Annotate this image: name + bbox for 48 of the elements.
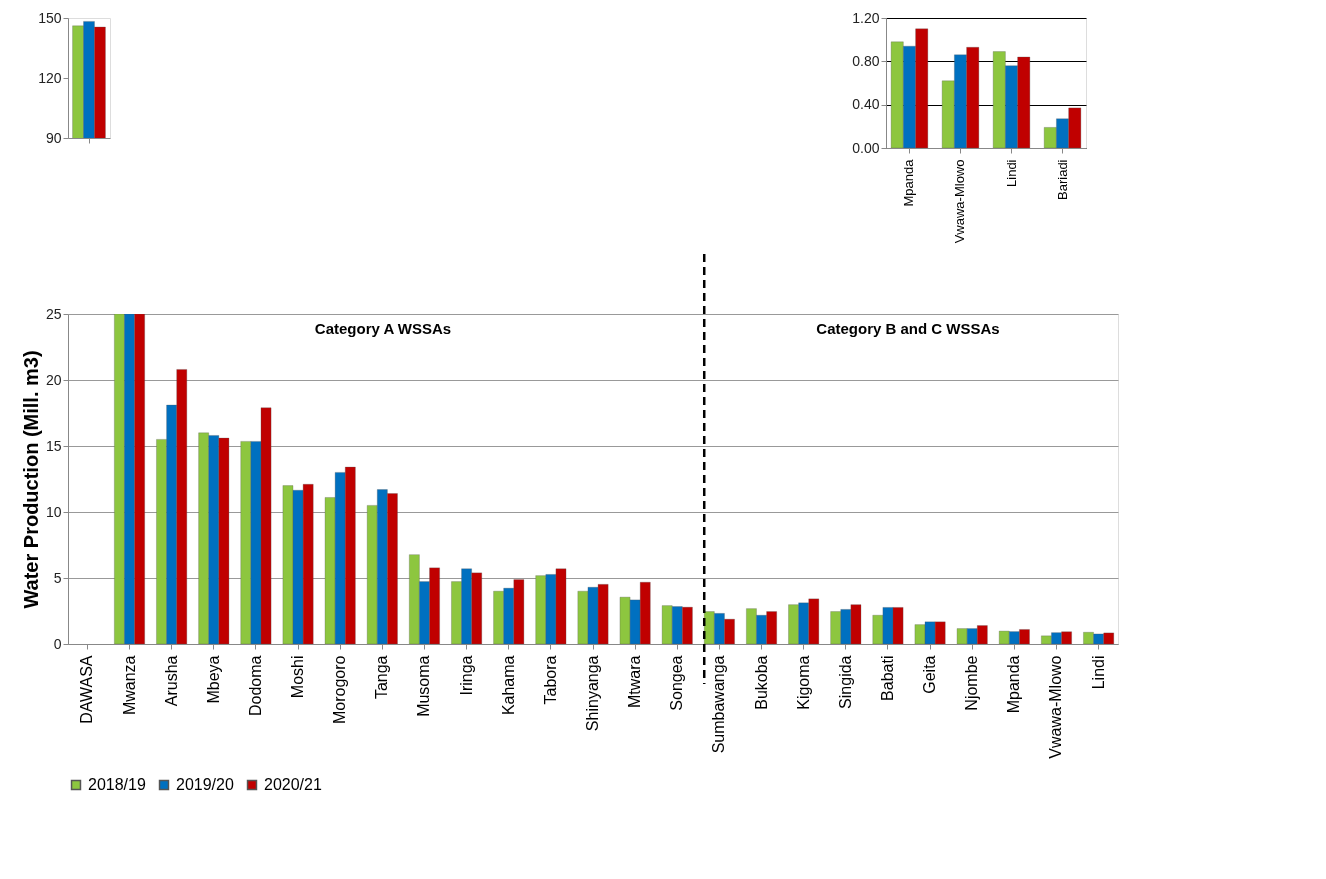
- x-tick-label: Babati: [878, 655, 896, 701]
- x-tick-label: Bukoba: [752, 655, 770, 710]
- legend-label: 2020/21: [264, 776, 322, 793]
- y-tick-label: 25: [45, 305, 62, 322]
- x-tick-label: Vwawa-Mlowo: [952, 159, 968, 244]
- y-tick-label: 0.80: [852, 52, 880, 69]
- x-tick-label: Mpanda: [1005, 655, 1023, 714]
- x-tick-label: Kigoma: [794, 655, 812, 710]
- x-tick-label: Mwanza: [120, 655, 138, 716]
- y-tick-label: 120: [38, 69, 62, 86]
- legend-label: 2018/19: [88, 776, 146, 793]
- x-tick-label: Tanga: [373, 655, 391, 700]
- x-tick-label: Mtwara: [626, 655, 644, 708]
- x-tick-label: Sumbawanga: [710, 655, 728, 754]
- y-tick-label: 20: [45, 371, 62, 388]
- x-tick-label: Dodoma: [246, 655, 264, 716]
- x-tick-label: Mbeya: [204, 655, 222, 704]
- x-tick-label: Shinyanga: [584, 655, 601, 732]
- x-tick-label: Songea: [668, 655, 686, 711]
- x-tick-label: Musoma: [415, 655, 433, 717]
- x-tick-label: Geita: [921, 655, 939, 694]
- y-tick-label: 15: [45, 437, 62, 454]
- x-tick-label: Mpanda: [901, 158, 917, 207]
- x-tick-label: Tabora: [541, 655, 559, 705]
- x-tick-label: Morogoro: [331, 655, 349, 724]
- x-tick-label: DAWASA: [78, 655, 96, 724]
- x-tick-label: Lindi: [1003, 159, 1019, 187]
- annotation: Category B and C WSSAs: [816, 320, 1000, 337]
- legend-label: 2019/20: [176, 776, 234, 793]
- x-tick-label: Lindi: [1089, 655, 1107, 690]
- y-tick-label: 10: [45, 503, 62, 520]
- x-tick-label: Arusha: [162, 655, 180, 707]
- annotation: Category A WSSAs: [314, 320, 452, 337]
- y-tick-label: 5: [53, 569, 62, 586]
- x-tick-label: Vwawa-Mlowo: [1047, 655, 1065, 759]
- y-tick-label: 0.00: [852, 139, 880, 156]
- x-tick-label: Iringa: [457, 655, 475, 696]
- y-tick-label: 90: [45, 129, 62, 146]
- x-tick-label: Moshi: [289, 655, 307, 699]
- y-axis-title: Water Production (Mill. m3): [19, 350, 42, 609]
- y-tick-label: 0.40: [852, 96, 880, 113]
- y-tick-label: 1.20: [852, 9, 880, 26]
- y-tick-label: 0: [53, 635, 62, 652]
- x-tick-label: Kahama: [499, 655, 517, 716]
- x-tick-label: Singida: [836, 655, 854, 709]
- y-tick-label: 150: [38, 9, 62, 26]
- x-tick-label: Bariadi: [1054, 159, 1070, 200]
- x-tick-label: Njombe: [963, 655, 981, 711]
